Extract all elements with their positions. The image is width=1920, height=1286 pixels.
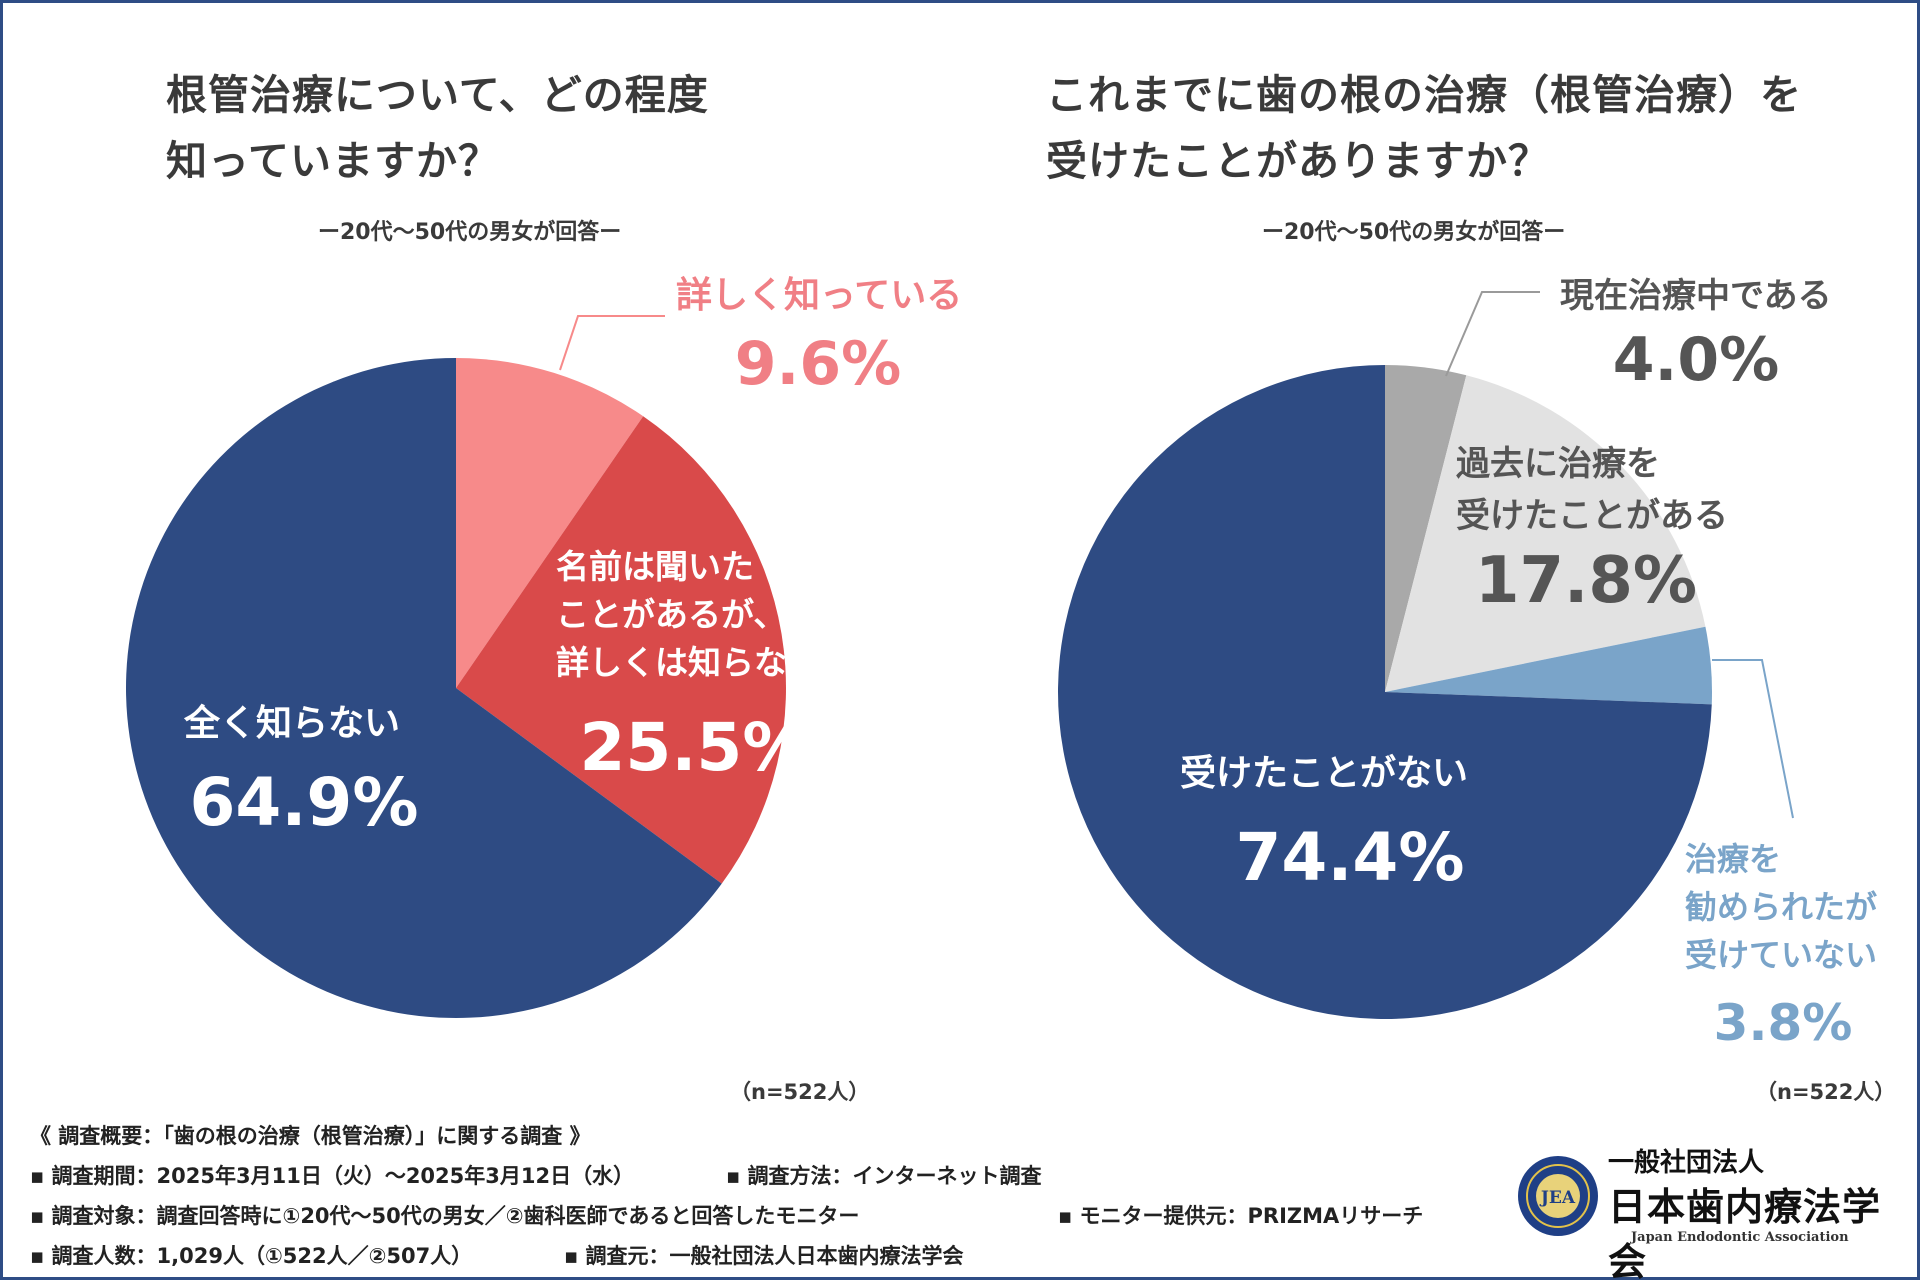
chart1-sample-size: （n=522人） <box>730 1080 870 1104</box>
chart2-slice-4-value: 74.4% <box>1236 819 1465 896</box>
chart2-slice-1-value: 4.0% <box>1613 325 1779 395</box>
chart2-slice-2-value: 17.8% <box>1475 544 1697 618</box>
survey-method: ▪ 調査方法：インターネット調査 <box>726 1164 1042 1188</box>
chart1-slice-2-label-line-2: ことがあるが、 <box>556 595 786 634</box>
survey-count: ▪ 調査人数：1,029人（①522人／②507人） <box>30 1244 473 1268</box>
chart2-title-line1: これまでに歯の根の治療（根管治療）を <box>1046 71 1802 119</box>
chart1-slice-2-label-line-3: 詳しくは知らない <box>556 643 820 682</box>
logo-english-name: Japan Endodontic Association <box>1631 1230 1849 1245</box>
chart2-leader-line-2 <box>1712 659 1794 819</box>
survey-provider: ▪ モニター提供元：PRIZMAリサーチ <box>1058 1204 1424 1228</box>
chart1-leader-line-1 <box>559 315 665 371</box>
chart1-slice-2-value: 25.5% <box>580 709 809 786</box>
chart1-slice-3 <box>125 358 722 1018</box>
chart2-slice-3-label-line-3: 受けていない <box>1685 936 1877 974</box>
chart1-slice-1-value: 9.6% <box>735 329 901 399</box>
chart2-slice-3 <box>1385 626 1712 705</box>
chart2-slice-3-label-line-1: 治療を <box>1685 840 1781 878</box>
chart2-slice-3-value: 3.8% <box>1714 994 1853 1052</box>
logo-association-name: 日本歯内療法学会 <box>1608 1185 1882 1284</box>
chart1-slice-1 <box>456 358 644 688</box>
chart1-slice-2 <box>456 416 786 884</box>
chart2-slice-1 <box>1385 365 1467 692</box>
survey-heading: 《 調査概要：「歯の根の治療（根管治療）」に関する調査 》 <box>30 1124 591 1148</box>
chart2-slice-2-label-line-2: 受けたことがある <box>1456 496 1728 536</box>
chart2-subtitle: ー20代〜50代の男女が回答ー <box>1262 220 1566 245</box>
chart1-slice-3-value: 64.9% <box>190 764 419 841</box>
chart1-slice-2-label-line-1: 名前は聞いた <box>556 547 754 586</box>
survey-target: ▪ 調査対象：調査回答時に①20代〜50代の男女／②歯科医師であると回答したモニ… <box>30 1204 860 1228</box>
chart1-title: 根管治療について、どの程度 知っていますか？ <box>166 62 709 194</box>
survey-source: ▪ 調査元：一般社団法人日本歯内療法学会 <box>564 1244 964 1268</box>
chart2-slice-4 <box>1058 365 1712 1019</box>
emblem-text: JEA <box>1539 1188 1576 1208</box>
chart1-slice-1-label-line-1: 詳しく知っている <box>676 275 962 316</box>
chart2-slice-4-label-line-1: 受けたことがない <box>1180 753 1468 794</box>
survey-period: ▪ 調査期間：2025年3月11日（火）〜2025年3月12日（水） <box>30 1164 635 1188</box>
association-emblem-icon: JEA <box>1518 1156 1598 1236</box>
chart2-slice-2-label-line-1: 過去に治療を <box>1456 444 1660 484</box>
logo-org-type: 一般社団法人 <box>1608 1148 1765 1178</box>
chart2-slice-2 <box>1385 375 1706 692</box>
chart2-title-line2: 受けたことがありますか？ <box>1046 137 1550 185</box>
chart2-leader-line-1 <box>1445 291 1540 377</box>
chart2-sample-size: （n=522人） <box>1756 1080 1896 1104</box>
association-logo: JEA 一般社団法人 日本歯内療法学会 Japan Endodontic Ass… <box>1516 1142 1906 1284</box>
chart1-title-line1: 根管治療について、どの程度 <box>166 71 709 119</box>
chart1-title-line2: 知っていますか？ <box>166 137 500 185</box>
chart2-slice-3-label-line-2: 勧められたが <box>1685 888 1877 926</box>
chart2-slice-1-label-line-1: 現在治療中である <box>1560 276 1832 316</box>
chart1-subtitle: ー20代〜50代の男女が回答ー <box>318 220 622 245</box>
chart2-title: これまでに歯の根の治療（根管治療）を 受けたことがありますか？ <box>1046 62 1802 194</box>
chart1-slice-3-label-line-1: 全く知らない <box>183 702 400 744</box>
